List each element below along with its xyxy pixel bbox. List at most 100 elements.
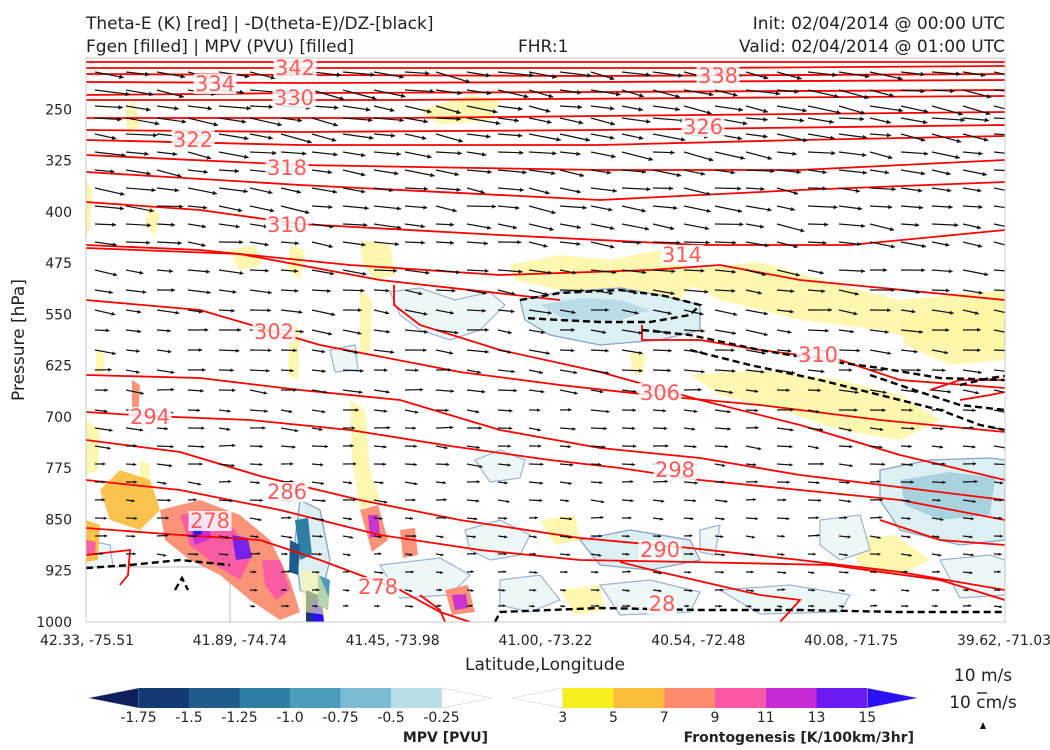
wind-vector <box>94 534 108 538</box>
theta-e-contour <box>419 594 446 622</box>
wind-vector <box>931 408 945 412</box>
wind-vector <box>776 169 801 175</box>
wind-vector <box>590 307 609 312</box>
wind-vector <box>807 307 832 312</box>
wind-vector <box>187 289 211 295</box>
wind-vector <box>745 105 769 114</box>
wind-vector <box>187 105 213 111</box>
wind-vector <box>187 368 206 372</box>
wind-vector <box>683 552 694 556</box>
wind-vector <box>497 133 523 138</box>
wind-vector <box>497 223 518 230</box>
wind-vector <box>404 409 419 414</box>
wind-vector <box>435 368 452 372</box>
wind-vector <box>652 186 673 191</box>
wind-vector <box>280 241 299 246</box>
wind-vector <box>900 133 926 142</box>
y-axis: 250 325 400 475 550 625 700 775 850 925 1000 <box>36 102 72 631</box>
wind-vector <box>218 463 235 468</box>
wind-vector <box>373 445 387 449</box>
wind-vector <box>528 223 554 232</box>
wind-vector <box>311 604 318 608</box>
wind-vector <box>807 105 842 115</box>
colorbar-segment <box>715 688 766 708</box>
wind-vector <box>342 588 350 592</box>
wind-vector <box>218 328 241 332</box>
wind-vector <box>156 369 175 375</box>
wind-vector <box>962 479 978 484</box>
frontogenesis-colorbar: 3 5 7 9 11 13 15 Frontogenesis [K/100km/3hr] <box>511 687 919 746</box>
wind-vector <box>838 151 867 158</box>
wind-vector <box>559 117 584 125</box>
wind-vector <box>745 589 755 593</box>
wind-vector <box>714 205 743 213</box>
wind-vector <box>652 133 686 142</box>
wind-vector <box>993 71 1005 75</box>
wind-vector <box>528 427 541 432</box>
wind-vector <box>900 368 921 373</box>
wind-vector <box>621 389 637 394</box>
wind-vector <box>900 553 912 557</box>
theta-e-contour <box>86 79 1005 84</box>
wind-vector <box>776 133 808 143</box>
colorbar-segment <box>562 688 614 708</box>
wind-vector <box>807 571 815 575</box>
wind-vector <box>280 309 303 315</box>
wind-vector <box>94 117 122 122</box>
wind-vector <box>962 309 979 315</box>
wind-vector <box>249 117 283 127</box>
wind-vector <box>621 133 644 140</box>
wind-vector <box>621 223 650 231</box>
wind-vector <box>745 570 754 574</box>
wind-vector <box>869 204 893 210</box>
wind-vector <box>900 88 925 94</box>
wind-vector <box>342 368 364 373</box>
wind-vector <box>962 535 973 539</box>
wind-vector <box>962 389 980 395</box>
wind-vector <box>590 369 610 375</box>
wind-vector <box>931 389 952 394</box>
wind-vector <box>311 462 324 467</box>
wind-vector <box>342 498 357 502</box>
wind-vector <box>838 408 858 412</box>
theta-e-contour <box>86 548 131 586</box>
wind-vector <box>962 223 982 230</box>
wind-vector <box>931 204 953 210</box>
wind-vector <box>838 389 859 395</box>
wind-vector <box>962 499 976 504</box>
wind-vector <box>838 368 853 372</box>
wind-vector <box>342 187 366 194</box>
wind-vector <box>311 89 345 101</box>
wind-vector <box>590 241 615 249</box>
wind-vector <box>342 308 362 313</box>
wind-vector <box>528 535 538 539</box>
wind-vector <box>218 409 231 413</box>
wind-vector <box>187 426 205 430</box>
wind-vector <box>652 348 672 353</box>
wind-vector <box>745 463 757 467</box>
wind-vector <box>435 553 444 557</box>
wind-vector <box>497 516 508 520</box>
wind-vector <box>776 223 805 233</box>
wind-vector <box>342 105 371 112</box>
wind-vector <box>125 117 160 126</box>
wind-vector <box>156 463 173 468</box>
theta-e-label: 326 <box>683 115 723 139</box>
wind-vector <box>404 223 425 229</box>
wind-vector <box>249 205 275 213</box>
wind-vector <box>559 169 585 178</box>
wind-vector <box>342 389 363 394</box>
wind-vector <box>187 462 203 466</box>
wind-vector <box>807 588 816 592</box>
wind-vector <box>528 369 544 375</box>
wind-vector <box>218 479 232 484</box>
theta-e-label-bg <box>265 158 309 178</box>
wind-vector <box>94 388 108 393</box>
wind-vector <box>280 368 294 373</box>
wind-vector <box>280 151 307 156</box>
wind-vector <box>962 408 976 413</box>
wind-vector <box>187 552 199 556</box>
wind-vector <box>745 445 762 451</box>
colorbar-segment <box>87 687 139 709</box>
wind-vector <box>745 133 768 139</box>
